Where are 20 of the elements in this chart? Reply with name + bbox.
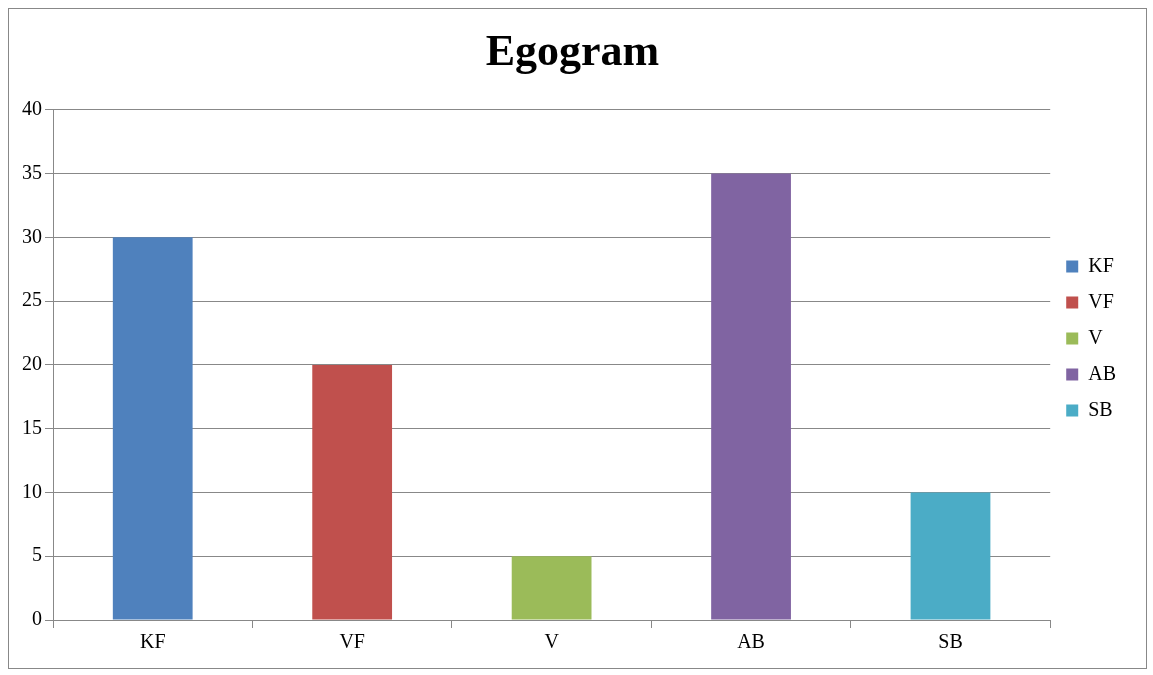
legend-label: KF: [1088, 253, 1114, 276]
y-tick-label: 5: [32, 543, 42, 566]
y-tick-label: 25: [22, 288, 42, 311]
y-tick-label: 35: [22, 160, 42, 183]
y-tick-label: 15: [22, 415, 42, 438]
legend-label: V: [1088, 325, 1104, 348]
x-tick-label: VF: [339, 630, 365, 653]
y-tick-label: 10: [22, 479, 42, 502]
x-tick-label: KF: [139, 630, 166, 653]
x-tick-label: V: [544, 630, 560, 653]
legend-label: AB: [1088, 361, 1117, 384]
y-tick-label: 40: [22, 97, 42, 120]
y-tick-label: 0: [32, 607, 42, 630]
y-tick-label: 30: [22, 224, 42, 247]
legend-label: SB: [1088, 397, 1113, 420]
chart-title: Egogram: [485, 25, 660, 75]
x-tick-label: AB: [737, 630, 765, 653]
legend-label: VF: [1088, 289, 1114, 312]
y-tick-label: 20: [22, 352, 42, 375]
x-tick-label: SB: [938, 630, 963, 653]
